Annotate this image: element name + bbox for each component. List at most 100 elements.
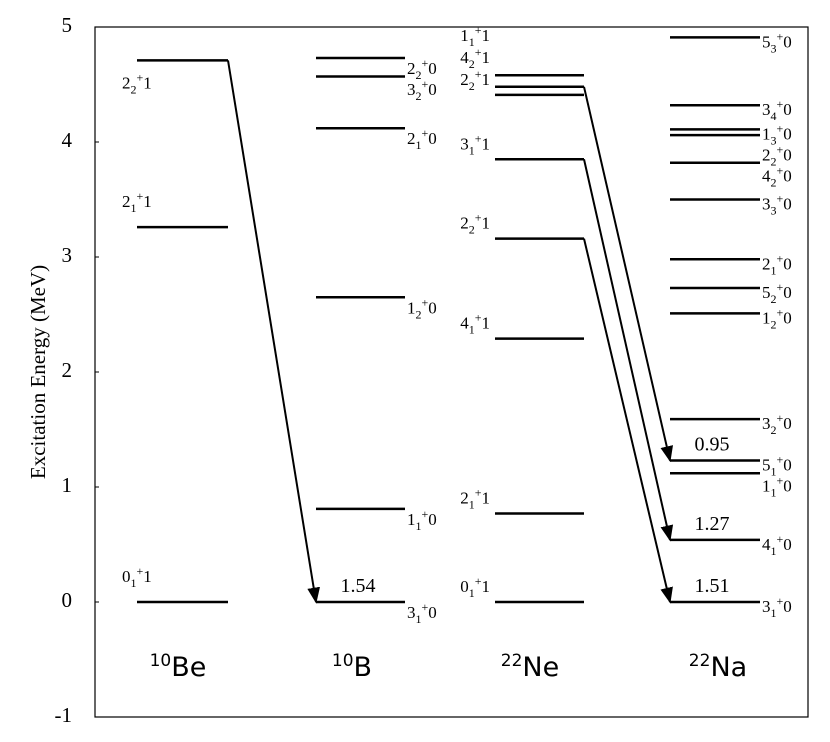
spin: 1	[762, 477, 771, 496]
spin: 1	[762, 124, 771, 143]
parity: +	[777, 594, 784, 608]
level-label: 42+1	[460, 45, 490, 71]
level-label: 22+1	[122, 70, 152, 96]
index: 2	[131, 82, 137, 96]
spin: 2	[762, 254, 771, 273]
isospin: 0	[783, 477, 792, 496]
level-label: 31+0	[407, 600, 437, 626]
y-tick-label: 5	[62, 13, 73, 37]
level-label: 21+1	[460, 485, 490, 511]
level-label: 34+0	[762, 97, 792, 123]
element-symbol: Na	[710, 652, 747, 683]
level-label: 12+0	[762, 305, 792, 331]
isospin: 0	[783, 195, 792, 214]
spin: 4	[762, 166, 771, 185]
level-label: 33+0	[762, 192, 792, 218]
isospin: 1	[143, 567, 152, 586]
isospin: 0	[428, 510, 437, 529]
parity: +	[777, 97, 784, 111]
parity: +	[475, 574, 482, 588]
level-label: 32+0	[407, 77, 437, 103]
index: 2	[469, 79, 475, 93]
parity: +	[777, 29, 784, 43]
index: 2	[416, 68, 422, 82]
level-label: 51+0	[762, 453, 792, 479]
spin: 4	[460, 314, 469, 333]
nucleus-name: 22Na	[689, 651, 747, 683]
parity: +	[475, 211, 482, 225]
parity: +	[777, 453, 784, 467]
isospin: 0	[428, 129, 437, 148]
parity: +	[777, 251, 784, 265]
index: 1	[469, 143, 475, 157]
y-tick-label: 1	[62, 473, 73, 497]
isospin: 1	[143, 73, 152, 92]
element-symbol: Ne	[522, 652, 559, 683]
level-label: 52+0	[762, 280, 792, 306]
isospin: 0	[783, 535, 792, 554]
spin: 1	[407, 298, 416, 317]
level-label: 53+0	[762, 29, 792, 55]
y-tick-label: 2	[62, 358, 73, 382]
index: 3	[771, 41, 777, 55]
spin: 3	[762, 597, 771, 616]
spin: 3	[762, 195, 771, 214]
isospin: 0	[428, 59, 437, 78]
spin: 3	[407, 603, 416, 622]
isospin: 0	[783, 124, 792, 143]
isospin: 1	[482, 26, 491, 45]
y-tick-label: -1	[55, 703, 73, 727]
index: 2	[771, 292, 777, 306]
level-label: 11+1	[460, 23, 490, 49]
parity: +	[422, 295, 429, 309]
level-label: 31+0	[762, 594, 792, 620]
transition-value: 1.54	[341, 575, 376, 597]
nucleus-name: 22Ne	[501, 651, 559, 683]
y-axis-label: Excitation Energy (MeV)	[26, 265, 50, 479]
index: 1	[469, 323, 475, 337]
spin: 5	[762, 456, 771, 475]
level-label: 32+0	[762, 411, 792, 437]
index: 4	[771, 109, 777, 123]
index: 1	[131, 201, 137, 215]
isospin: 0	[428, 298, 437, 317]
parity: +	[422, 126, 429, 140]
index: 1	[771, 465, 777, 479]
parity: +	[137, 70, 144, 84]
level-label: 13+0	[762, 121, 792, 147]
mass-number: 10	[150, 651, 172, 671]
index: 1	[771, 606, 777, 620]
index: 2	[771, 423, 777, 437]
spin: 2	[122, 73, 131, 92]
spin: 2	[460, 488, 469, 507]
element-symbol: Be	[171, 652, 206, 683]
level-label: 21+0	[407, 126, 437, 152]
isospin: 1	[482, 577, 491, 596]
spin: 0	[460, 577, 469, 596]
index: 1	[416, 612, 422, 626]
spin: 2	[407, 59, 416, 78]
spin: 3	[762, 100, 771, 119]
parity: +	[475, 485, 482, 499]
index: 2	[771, 317, 777, 331]
mass-number: 22	[689, 651, 711, 671]
level-label: 11+0	[762, 474, 792, 500]
parity: +	[777, 474, 784, 488]
parity: +	[475, 23, 482, 37]
index: 1	[416, 138, 422, 152]
transition-arrow	[583, 86, 674, 463]
level-label: 01+1	[122, 564, 152, 590]
index: 3	[771, 204, 777, 218]
parity: +	[137, 189, 144, 203]
level-label: 31+1	[460, 131, 490, 157]
index: 3	[771, 133, 777, 147]
parity: +	[475, 67, 482, 81]
spin: 3	[762, 414, 771, 433]
index: 2	[416, 307, 422, 321]
parity: +	[777, 280, 784, 294]
parity: +	[475, 311, 482, 325]
isospin: 0	[783, 456, 792, 475]
spin: 3	[407, 80, 416, 99]
parity: +	[777, 305, 784, 319]
isospin: 0	[783, 597, 792, 616]
